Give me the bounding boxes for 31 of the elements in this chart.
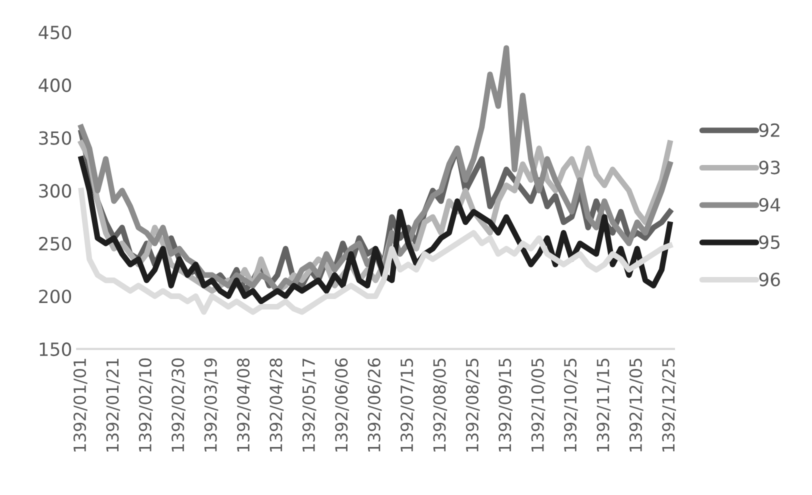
x-tick-label: 1392/08/05 <box>433 358 448 452</box>
x-tick-label: 1392/08/25 <box>466 358 480 452</box>
y-tick-label: 200 <box>39 290 72 304</box>
x-tick-label: 1392/06/26 <box>368 358 382 452</box>
x-tick-label: 1392/05/17 <box>302 358 316 452</box>
y-tick-label: 350 <box>39 131 72 145</box>
y-tick-label: 450 <box>38 26 72 40</box>
y-tick-label: 150 <box>40 342 72 356</box>
x-tick-label: 1392/01/21 <box>106 358 120 452</box>
legend-label: 96 <box>759 272 780 286</box>
x-tick-label: 1392/07/15 <box>400 358 414 452</box>
y-tick-label: 400 <box>38 78 72 92</box>
legend-label: 95 <box>759 235 780 249</box>
y-tick-label: 300 <box>39 184 72 198</box>
x-tick-label: 1392/10/05 <box>531 358 546 452</box>
x-tick-label: 1392/01/01 <box>73 358 88 452</box>
x-tick-label: 1392/02/30 <box>172 358 186 452</box>
x-tick-label: 1392/02/10 <box>138 358 153 452</box>
x-tick-label: 1392/04/08 <box>236 358 251 452</box>
legend-label: 92 <box>759 123 780 137</box>
x-tick-label: 1392/10/25 <box>564 358 578 452</box>
x-tick-label: 1392/12/25 <box>662 358 676 452</box>
y-tick-label: 250 <box>39 236 72 250</box>
legend-label: 93 <box>759 160 780 174</box>
x-tick-label: 1392/12/05 <box>629 358 644 452</box>
x-tick-label: 1392/09/15 <box>498 358 513 452</box>
legend-label: 94 <box>759 198 780 212</box>
x-tick-label: 1392/04/28 <box>270 358 284 452</box>
x-tick-label: 1392/11/15 <box>596 358 611 452</box>
x-tick-label: 1392/06/06 <box>335 358 349 452</box>
x-tick-label: 1392/03/19 <box>204 358 218 452</box>
